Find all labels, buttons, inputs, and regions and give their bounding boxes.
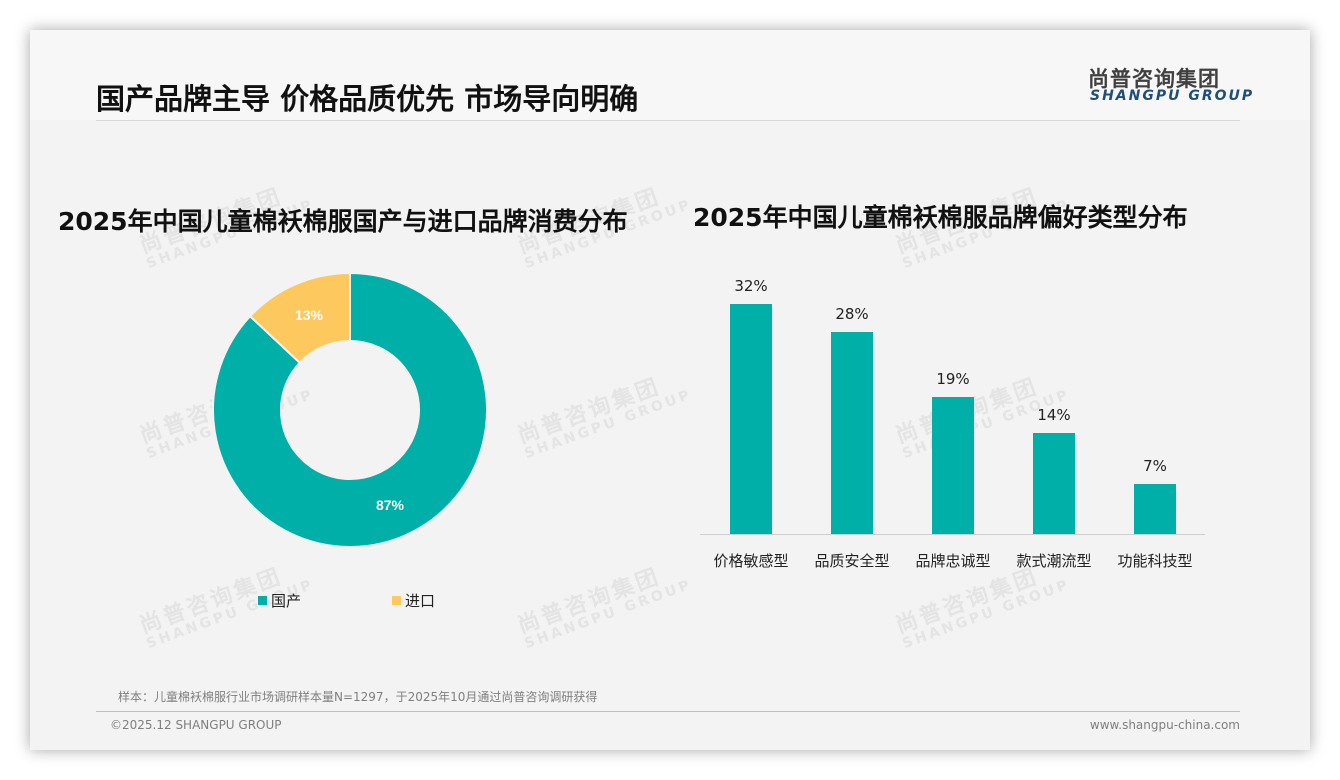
page-title: 国产品牌主导 价格品质优先 市场导向明确: [96, 82, 639, 116]
bar-value-label: 7%: [1143, 456, 1167, 475]
bar-value-label: 19%: [936, 370, 970, 389]
donut-chart: 87% 13%: [212, 272, 488, 548]
x-axis-line: [700, 534, 1205, 535]
bar-category-label: 款式潮流型: [1016, 552, 1092, 570]
donut-label-import: 13%: [295, 307, 324, 323]
donut-segment-import[interactable]: [248, 272, 351, 365]
slide: 尚普咨询集团 SHANGPU GROUP 尚普咨询集团 SHANGPU GROUP …: [30, 30, 1310, 750]
legend-item-domestic: 国产: [258, 590, 301, 611]
title-divider: [96, 120, 1240, 121]
bar[interactable]: [1033, 433, 1075, 534]
legend-swatch: [258, 596, 267, 605]
bar[interactable]: [831, 332, 873, 534]
website-link[interactable]: www.shangpu-china.com: [1089, 718, 1240, 732]
bar-category-label: 品牌忠诚型: [915, 552, 991, 570]
legend-swatch: [392, 596, 401, 605]
bar[interactable]: [730, 303, 772, 534]
copyright: ©2025.12 SHANGPU GROUP: [110, 718, 282, 732]
bar[interactable]: [932, 397, 974, 534]
bar-category-label: 价格敏感型: [713, 552, 789, 570]
bar-value-label: 32%: [734, 276, 768, 295]
sample-note: 样本：儿童棉袄棉服行业市场调研样本量N=1297，于2025年10月通过尚普咨询…: [118, 690, 598, 704]
bar[interactable]: [1134, 483, 1176, 534]
donut-label-domestic: 87%: [376, 497, 405, 513]
logo-text-cn: 尚普咨询集团: [1088, 67, 1220, 91]
logo-text-en: SHANGPU GROUP: [1090, 88, 1255, 104]
donut-segment-domestic[interactable]: [212, 272, 488, 548]
bar-category-label: 功能科技型: [1117, 552, 1193, 570]
footer-divider: [96, 711, 1240, 712]
bar-chart-title: 2025年中国儿童棉袄棉服品牌偏好类型分布: [693, 203, 1188, 232]
header-band: [30, 30, 1310, 120]
donut-chart-title: 2025年中国儿童棉袄棉服国产与进口品牌消费分布: [58, 207, 628, 236]
bar-category-label: 品质安全型: [814, 552, 890, 570]
bar-value-label: 28%: [835, 305, 869, 324]
bar-value-label: 14%: [1037, 406, 1071, 425]
legend-item-import: 进口: [392, 590, 435, 611]
